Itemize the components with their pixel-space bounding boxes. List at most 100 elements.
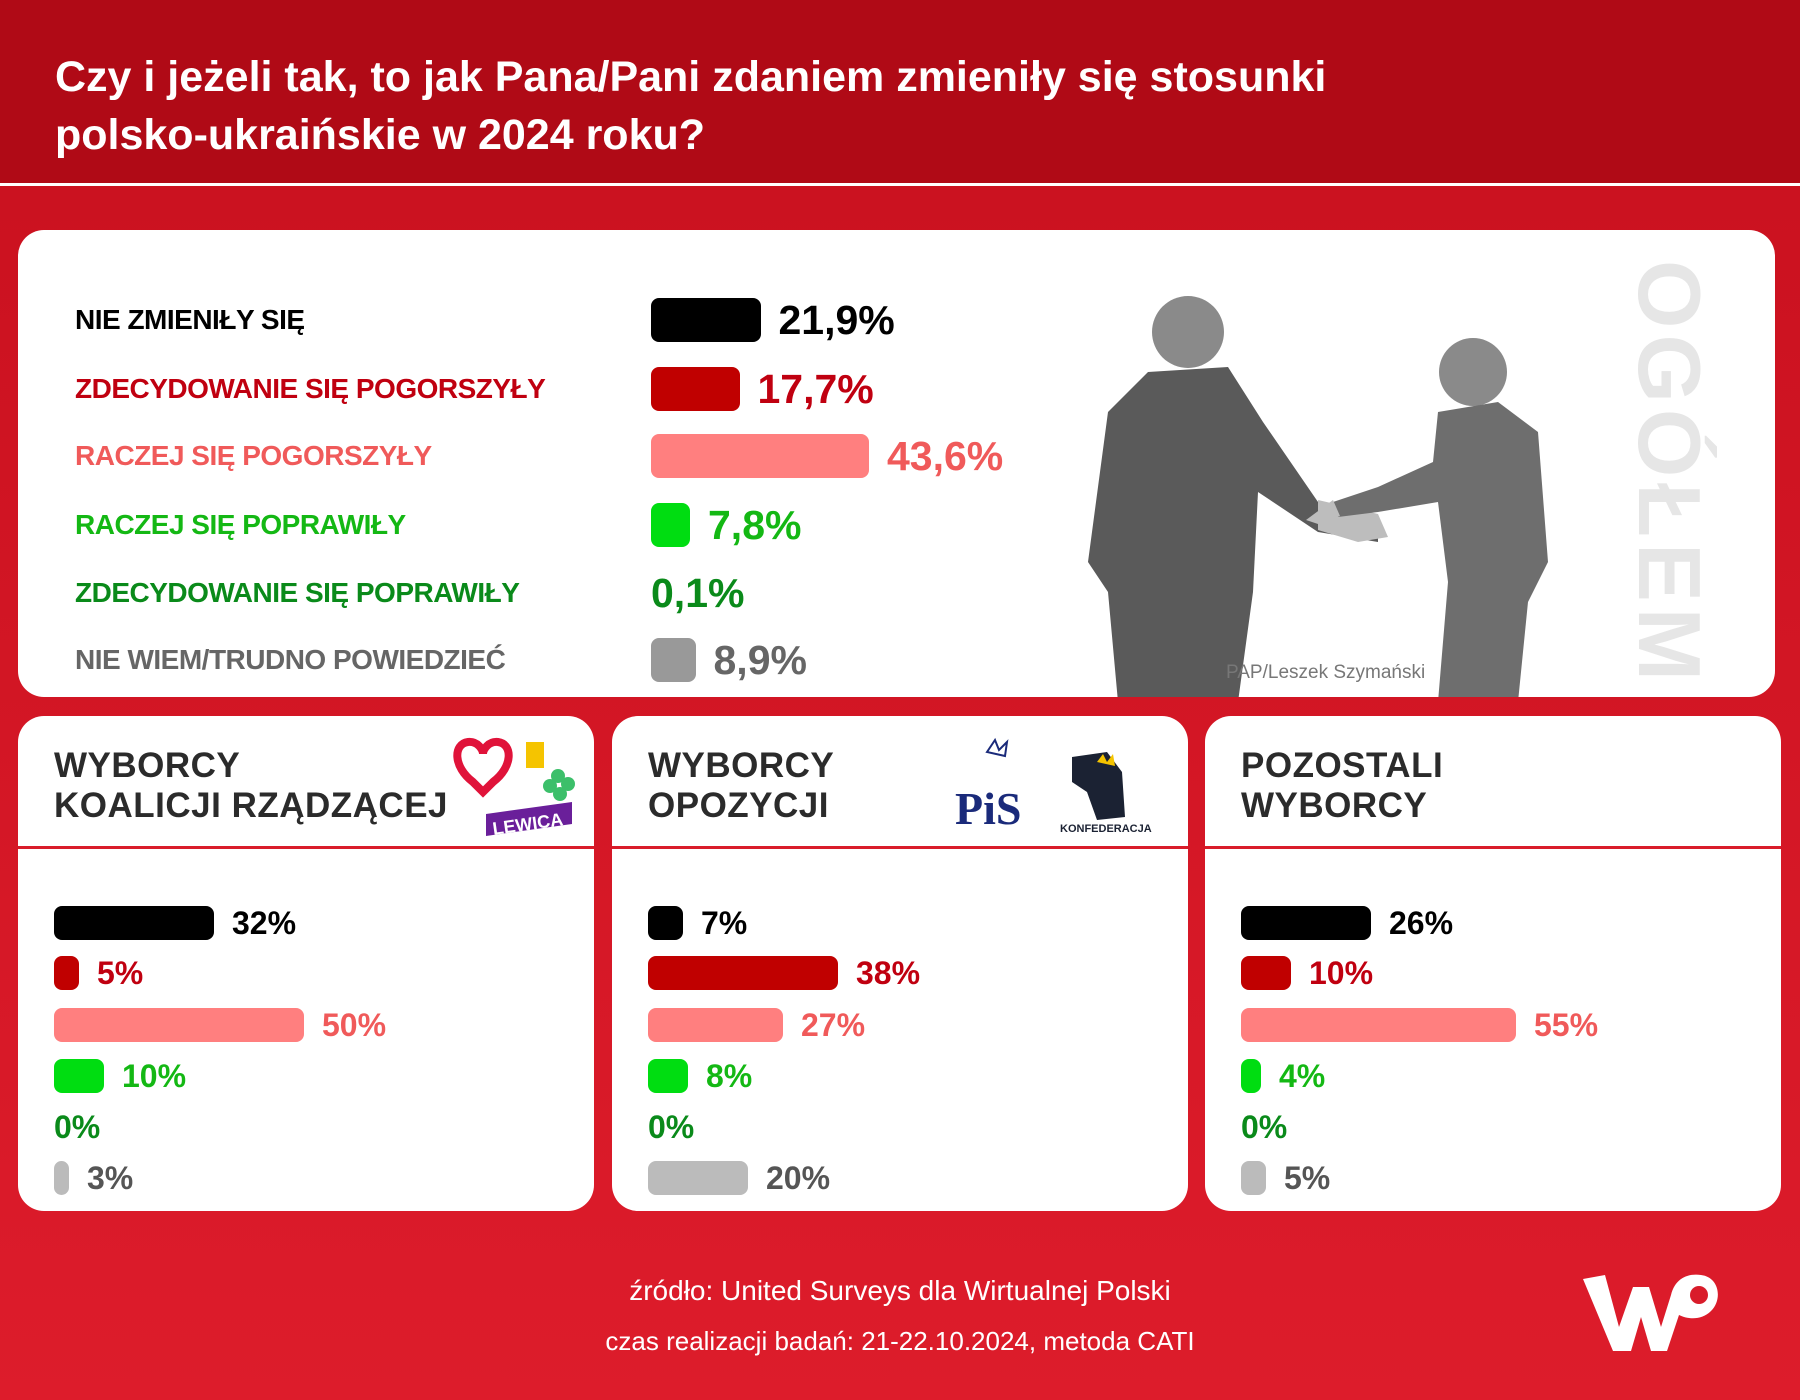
bar-value: 38% (856, 954, 921, 991)
bar-row: 27% (648, 1006, 866, 1043)
group-card-others: POZOSTALI WYBORCY 26% 10% 55% 4% 0% 5% (1205, 716, 1781, 1211)
bar (54, 906, 214, 940)
bar-value: 17,7% (757, 365, 874, 412)
group-card-opposition: WYBORCY OPOZYCJI PiS KONFEDERACJA 7% 38% 27… (612, 716, 1188, 1211)
bar-value: 50% (322, 1006, 387, 1043)
divider (1205, 846, 1781, 849)
bar (54, 1008, 304, 1042)
bar-value: 55% (1534, 1006, 1599, 1043)
bar (648, 1008, 783, 1042)
group-card-coalition: WYBORCY KOALICJI RZĄDZĄCEJ LEWICA 32% 5% 50… (18, 716, 594, 1211)
title-line-1: Czy i jeżeli tak, to jak Pana/Pani zdani… (55, 53, 1327, 101)
bar (651, 298, 761, 342)
bar-row: 55% (1241, 1006, 1599, 1043)
row-label: ZDECYDOWANIE SIĘ POGORSZYŁY (75, 373, 546, 404)
page-title: Czy i jeżeli tak, to jak Pana/Pani zdani… (55, 48, 1555, 164)
row-label: ZDECYDOWANIE SIĘ POPRAWIŁY (75, 577, 520, 608)
bar (651, 367, 740, 411)
trzecia-droga-logo (526, 742, 544, 768)
bar (54, 1161, 69, 1195)
bar-row: 38% (648, 954, 921, 991)
bar (1241, 1059, 1261, 1093)
wp-logo (1583, 1274, 1718, 1351)
bar-row: 50% (54, 1006, 387, 1043)
bar-row: 0% (648, 1108, 695, 1145)
row-label: RACZEJ SIĘ POPRAWIŁY (75, 509, 406, 540)
divider (612, 846, 1188, 849)
bar (1241, 1161, 1266, 1195)
group-title: WYBORCY KOALICJI RZĄDZĄCEJ (54, 746, 448, 826)
opposition-logos: PiS KONFEDERACJA (955, 737, 1152, 835)
bar-row: 20% (648, 1159, 831, 1196)
bar-row: 7,8% (651, 502, 801, 548)
bar-row: 8,9% (651, 637, 807, 683)
bar-value: 10% (122, 1057, 187, 1094)
bar-value: 8% (706, 1057, 753, 1094)
bar (54, 1059, 104, 1093)
bar-value: 0,1% (651, 569, 745, 616)
bar-value: 26% (1389, 904, 1454, 941)
ko-heart-logo (453, 737, 513, 798)
bar-row: 32% (54, 904, 297, 941)
bar (651, 434, 869, 478)
source-text: źródło: United Surveys dla Wirtualnej Po… (629, 1275, 1171, 1306)
row-label: NIE WIEM/TRUDNO POWIEDZIEĆ (75, 644, 506, 675)
group-title-line: WYBORCY (54, 746, 241, 785)
bar (648, 1161, 748, 1195)
bar-row: 5% (54, 954, 144, 991)
bar-value: 3% (87, 1159, 134, 1196)
bar-row: 10% (1241, 954, 1374, 991)
bar-row: 17,7% (651, 365, 874, 412)
photo-credit: PAP/Leszek Szymański (1226, 662, 1426, 683)
method-text: czas realizacji badań: 21-22.10.2024, me… (605, 1326, 1195, 1356)
bar-value: 5% (97, 954, 144, 991)
bar-value: 0% (54, 1108, 101, 1145)
bar-row: 43,6% (651, 433, 1003, 479)
overall-card: NIE ZMIENIŁY SIĘ 21,9% ZDECYDOWANIE SIĘ PO… (18, 230, 1775, 697)
bar-row: 10% (54, 1057, 187, 1094)
overall-side-label: OGÓŁEM (1620, 260, 1719, 688)
bar-row: 21,9% (651, 296, 895, 343)
konfederacja-logo-text: KONFEDERACJA (1060, 823, 1152, 835)
bar-row: 0% (1241, 1108, 1288, 1145)
bar-value: 0% (1241, 1108, 1288, 1145)
bar-row: 0% (54, 1108, 101, 1145)
bar-value: 0% (648, 1108, 695, 1145)
bar-row: 7% (648, 904, 748, 941)
bar (1241, 1008, 1516, 1042)
group-title-line: KOALICJI RZĄDZĄCEJ (54, 786, 449, 825)
bar-value: 4% (1279, 1057, 1326, 1094)
bar (54, 956, 79, 990)
bar (648, 1059, 688, 1093)
bar-row: 5% (1241, 1159, 1331, 1196)
pis-logo: PiS (955, 737, 1021, 834)
bar-row: 8% (648, 1057, 753, 1094)
bar-value: 7% (701, 904, 748, 941)
bar-value: 27% (801, 1006, 866, 1043)
row-label: RACZEJ SIĘ POGORSZYŁY (75, 440, 432, 471)
pis-logo-text: PiS (955, 783, 1021, 834)
group-title-line: OPOZYCJI (648, 786, 829, 825)
bar-value: 21,9% (778, 296, 895, 343)
bar (651, 638, 696, 682)
title-line-2: polsko-ukraińskie w 2024 roku? (55, 111, 706, 159)
divider (18, 846, 594, 849)
group-title-line: POZOSTALI (1241, 746, 1444, 785)
konfederacja-logo: KONFEDERACJA (1060, 752, 1152, 835)
bar-row: 3% (54, 1159, 134, 1196)
bar-row: 0,1% (651, 569, 745, 616)
bar (1241, 906, 1371, 940)
bar-value: 10% (1309, 954, 1374, 991)
lewica-logo: LEWICA (486, 802, 572, 839)
row-label: NIE ZMIENIŁY SIĘ (75, 304, 305, 335)
bar-row: 26% (1241, 904, 1454, 941)
bar-value: 32% (232, 904, 297, 941)
bar-value: 20% (766, 1159, 831, 1196)
group-title-line: WYBORCY (1241, 786, 1428, 825)
group-title-line: WYBORCY (648, 746, 835, 785)
group-title: WYBORCY OPOZYCJI (648, 746, 834, 826)
bar (651, 503, 690, 547)
bar-value: 5% (1284, 1159, 1331, 1196)
handshake-photo (1088, 296, 1548, 697)
bar (1241, 956, 1291, 990)
